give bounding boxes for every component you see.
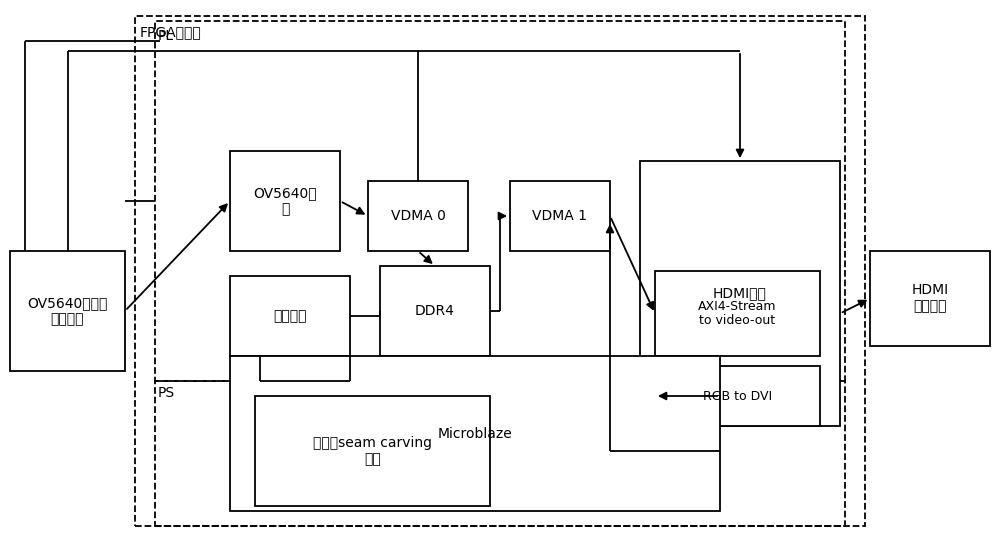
Bar	[640, 161, 840, 426]
Bar	[255, 396, 490, 506]
Text: RGB to DVI: RGB to DVI	[703, 390, 772, 403]
Text: VDMA 0: VDMA 0	[391, 209, 445, 223]
Bar	[870, 251, 990, 346]
Bar	[230, 356, 720, 511]
Bar	[155, 381, 845, 526]
Text: FPGA开发板: FPGA开发板	[140, 25, 202, 39]
Bar	[230, 151, 340, 251]
Bar	[10, 251, 125, 371]
Bar	[380, 266, 490, 356]
Text: OV5640摄像头
视频采集: OV5640摄像头 视频采集	[27, 296, 108, 326]
Text: 按键控制: 按键控制	[273, 309, 307, 323]
Text: DDR4: DDR4	[415, 304, 455, 318]
Bar	[230, 276, 350, 356]
Bar	[155, 21, 845, 381]
Text: HDMI驱动: HDMI驱动	[713, 287, 767, 300]
Text: AXI4-Stream
to video-out: AXI4-Stream to video-out	[698, 300, 777, 327]
Text: VDMA 1: VDMA 1	[532, 209, 588, 223]
Text: OV5640驱
动: OV5640驱 动	[253, 186, 317, 216]
Text: 改进的seam carving
算法: 改进的seam carving 算法	[313, 436, 432, 466]
Text: PL: PL	[158, 29, 174, 43]
Bar	[655, 366, 820, 426]
Bar	[655, 271, 820, 356]
Text: Microblaze: Microblaze	[438, 426, 512, 440]
Bar	[510, 181, 610, 251]
Text: HDMI
视频输出: HDMI 视频输出	[911, 283, 949, 314]
Bar	[135, 16, 865, 526]
Bar	[368, 181, 468, 251]
Text: PS: PS	[158, 386, 175, 400]
